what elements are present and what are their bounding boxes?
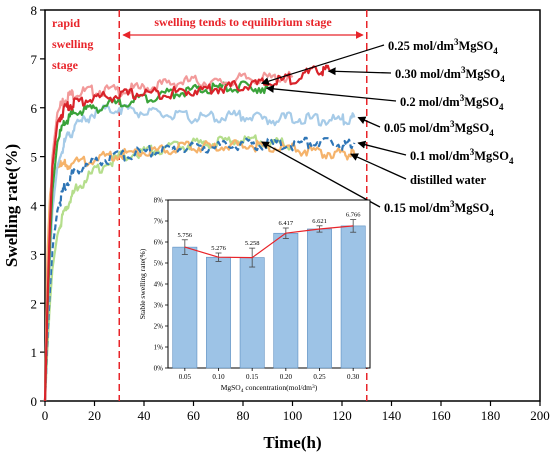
series-label: 0.30 mol/dm3MgSO4 xyxy=(395,65,505,84)
inset-x-tick-label: 0.10 xyxy=(212,373,225,381)
x-tick-label: 120 xyxy=(332,408,352,423)
y-tick-label: 2 xyxy=(31,296,38,311)
series-line xyxy=(43,134,294,402)
inset-y-tick-label: 3% xyxy=(154,302,164,310)
y-tick-label: 7 xyxy=(31,52,38,67)
y-tick-label: 3 xyxy=(31,247,38,262)
series-label-arrow xyxy=(260,44,385,86)
inset-bar xyxy=(239,257,265,369)
equilibrium-stage-label: swelling tends to equilibrium stage xyxy=(154,15,332,29)
series-label: 0.05 mol/dm3MgSO4 xyxy=(384,119,494,138)
series-label-arrow xyxy=(357,116,381,128)
inset-trend-line xyxy=(184,225,354,259)
inset-y-tick-label: 8% xyxy=(154,197,164,205)
rapid-stage-label-1: rapid xyxy=(52,16,80,30)
inset-y-tick-label: 0% xyxy=(154,365,164,373)
series-label: 0.1 mol/dm3MgSO4 xyxy=(410,147,514,166)
x-tick-label: 60 xyxy=(187,408,200,423)
inset-x-tick-label: 0.05 xyxy=(179,373,192,381)
inset-bar-chart: 0% 1% 2% 3% 4% 5% 6% 7% 8% 0.05 5.756 0.10 5.276 0.15… xyxy=(138,197,371,394)
y-tick-label: 1 xyxy=(31,345,38,360)
inset-x-tick-label: 0.20 xyxy=(280,373,293,381)
inset-y-tick-label: 6% xyxy=(154,239,164,247)
main-plot: 0 20 40 60 80 100 120 140 160 180 200 0 1 2 3 4 5 6 7 8 Time… xyxy=(2,3,550,452)
series-label-arrow xyxy=(357,140,407,156)
inset-value-label: 5.258 xyxy=(245,240,260,247)
inset-bar xyxy=(340,225,366,369)
inset-value-label: 5.276 xyxy=(211,245,226,252)
y-tick-label: 0 xyxy=(31,394,38,409)
inset-x-tick-label: 0.25 xyxy=(313,373,326,381)
inset-bar xyxy=(307,228,332,369)
inset-y-tick-label: 2% xyxy=(154,323,164,331)
inset-x-tick-label: 0.30 xyxy=(347,373,360,381)
x-tick-label: 200 xyxy=(530,408,550,423)
inset-bar xyxy=(273,232,299,369)
inset-y-tick-label: 7% xyxy=(154,218,164,226)
inset-y-axis-title: Stable swelling rate(%) xyxy=(138,248,147,319)
x-tick-label: 160 xyxy=(431,408,451,423)
inset-bar xyxy=(172,246,198,369)
x-tick-label: 20 xyxy=(88,408,101,423)
x-tick-label: 100 xyxy=(283,408,303,423)
series-label: 0.2 mol/dm3MgSO4 xyxy=(400,93,504,112)
inset-value-label: 6.766 xyxy=(346,212,361,219)
inset-value-label: 6.417 xyxy=(279,220,294,227)
x-tick-label: 180 xyxy=(481,408,501,423)
series-label-arrow xyxy=(350,153,407,180)
rapid-stage-label-2: swelling xyxy=(52,37,93,51)
x-axis-title: Time(h) xyxy=(263,433,321,452)
series-label: 0.25 mol/dm3MgSO4 xyxy=(388,37,498,56)
series-label: 0.15 mol/dm3MgSO4 xyxy=(384,199,494,218)
inset-y-tick-label: 4% xyxy=(154,281,164,289)
x-tick-label: 140 xyxy=(382,408,402,423)
y-tick-label: 8 xyxy=(31,3,38,18)
inset-frame xyxy=(167,199,371,369)
inset-bar xyxy=(206,256,231,369)
inset-y-tick-label: 5% xyxy=(154,260,164,268)
series-label-arrow xyxy=(260,141,381,208)
y-tick-label: 5 xyxy=(31,150,38,165)
y-axis-title: Swelling rate(%) xyxy=(2,144,21,267)
inset-x-axis-title: MgSO4 concentration(mol/dm3) xyxy=(221,383,318,394)
series-line xyxy=(43,136,356,402)
series-label-arrow xyxy=(265,84,397,102)
inset-value-label: 5.756 xyxy=(178,232,193,239)
rapid-stage-label-3: stage xyxy=(52,58,79,72)
x-tick-label: 0 xyxy=(42,408,49,423)
inset-y-tick-label: 1% xyxy=(154,344,164,352)
inset-value-label: 6.621 xyxy=(312,218,327,225)
x-tick-label: 40 xyxy=(138,408,151,423)
series-label-arrow xyxy=(327,67,392,76)
y-tick-label: 4 xyxy=(31,199,38,214)
y-tick-label: 6 xyxy=(31,101,38,116)
inset-x-tick-label: 0.15 xyxy=(246,373,259,381)
x-tick-label: 80 xyxy=(237,408,250,423)
series-label: distilled water xyxy=(410,173,486,187)
